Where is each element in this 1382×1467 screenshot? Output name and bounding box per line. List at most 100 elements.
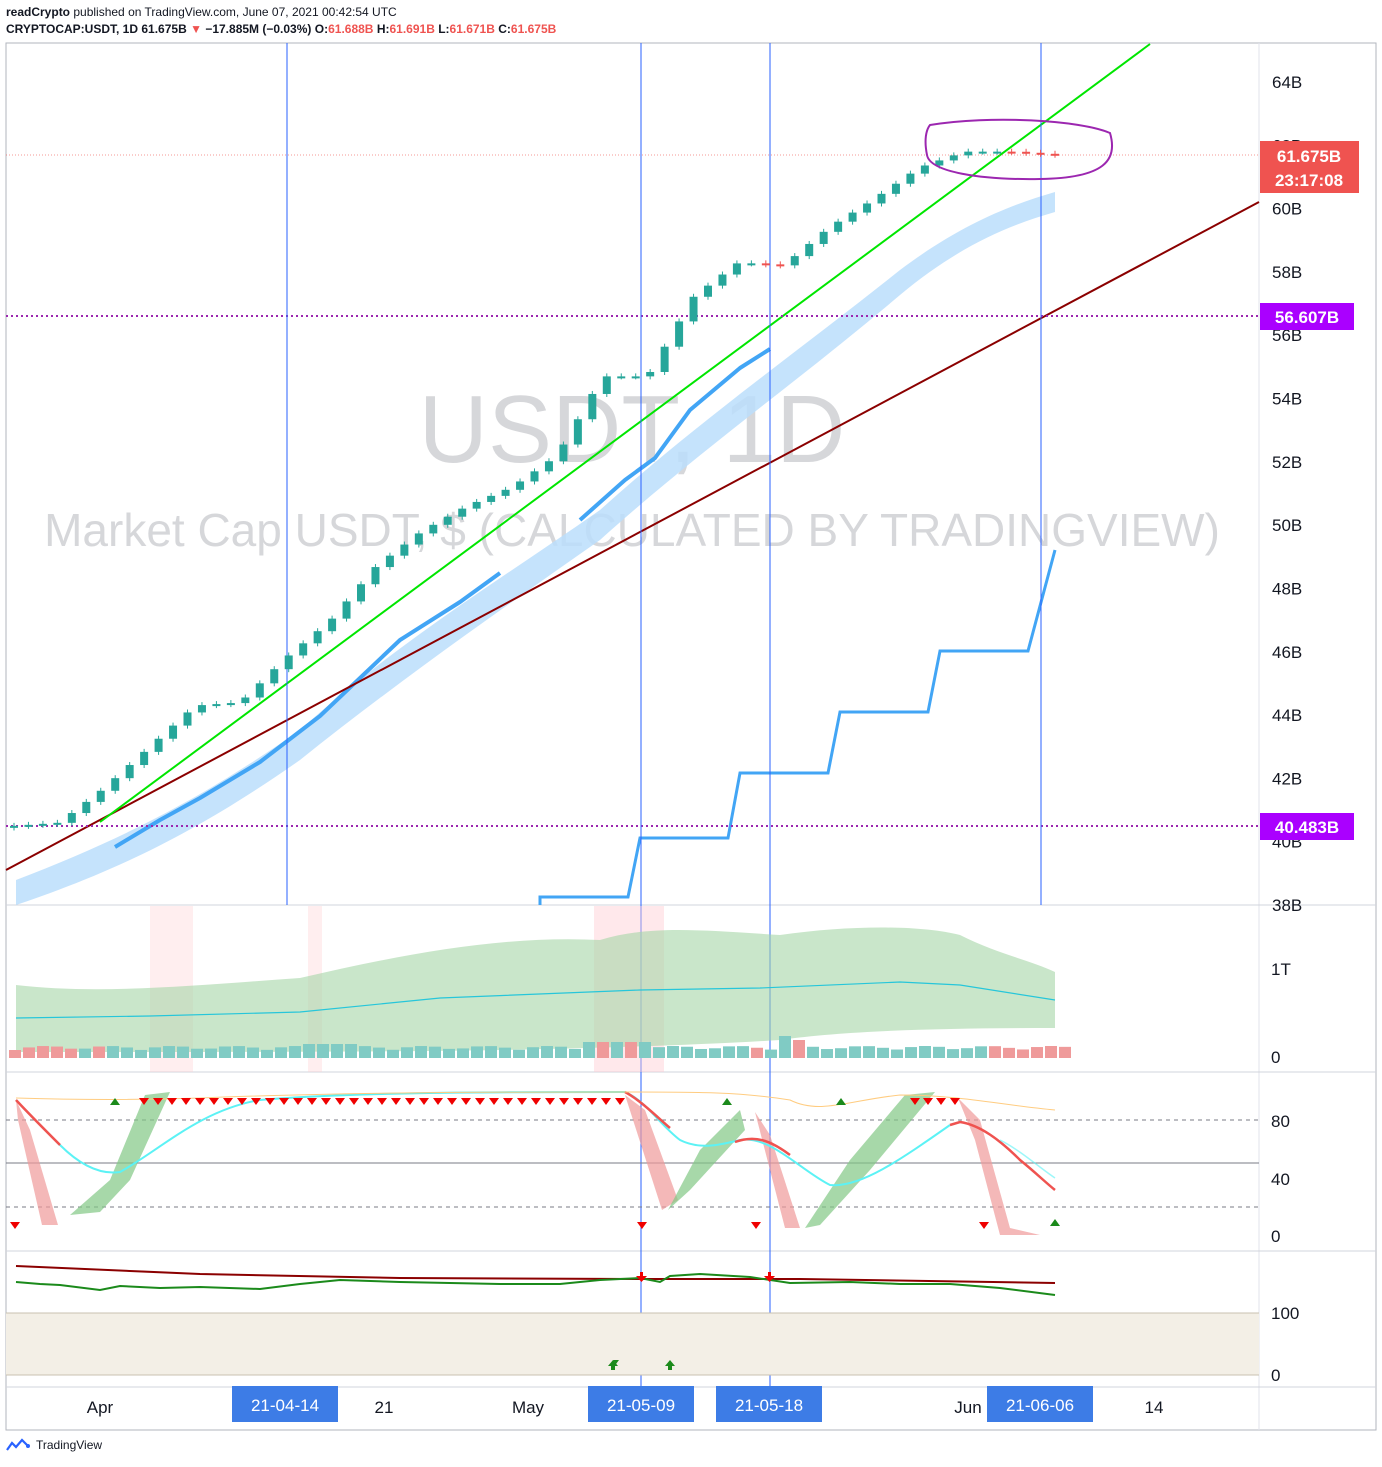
- volume-bar: [177, 1046, 189, 1058]
- watermark-description: Market Cap USDT, $ (CALCULATED BY TRADIN…: [44, 504, 1220, 556]
- ma-band: [16, 192, 1055, 905]
- stoch-axis-80: 80: [1271, 1112, 1290, 1131]
- time-tick-apr: Apr: [87, 1398, 114, 1417]
- vol-axis-0: 0: [1271, 1048, 1280, 1067]
- candle: [82, 798, 91, 817]
- change-value: −17.885M (−0.03%): [205, 22, 312, 36]
- sell-arrow: [475, 1098, 485, 1105]
- high-value: 61.691B: [389, 22, 435, 36]
- volume-bar: [933, 1046, 945, 1058]
- sell-arrow: [209, 1098, 219, 1105]
- sell-arrow: [293, 1098, 303, 1105]
- volume-bar: [289, 1046, 301, 1058]
- volume-bar: [65, 1048, 77, 1058]
- last-price-value: 61.675B: [1277, 147, 1341, 166]
- volume-bar: [625, 1042, 637, 1058]
- candle: [472, 498, 481, 512]
- candle: [776, 261, 785, 269]
- time-tick-14: 14: [1145, 1398, 1164, 1417]
- candle: [183, 709, 192, 729]
- symbol-label: CRYPTOCAP:USDT, 1D: [6, 22, 139, 36]
- candle: [993, 148, 1002, 155]
- volume-bar: [835, 1048, 847, 1058]
- sell-arrow: [559, 1098, 569, 1105]
- volume-bar: [247, 1047, 259, 1058]
- candle: [140, 748, 149, 769]
- publish-text: published on TradingView.com, June 07, 2…: [73, 5, 397, 19]
- sell-arrow: [461, 1098, 471, 1105]
- volume-bar: [303, 1044, 315, 1058]
- sell-arrow: [167, 1098, 177, 1105]
- candle: [516, 478, 525, 493]
- sell-arrow: [936, 1098, 946, 1105]
- candle: [790, 253, 799, 269]
- sell-arrow: [10, 1222, 20, 1229]
- candle: [313, 628, 322, 647]
- ellipse-annotation: [924, 118, 1114, 181]
- candle: [328, 615, 337, 635]
- volume-bar: [359, 1046, 371, 1058]
- volume-bar: [429, 1046, 441, 1058]
- candle: [805, 240, 814, 260]
- sell-arrow: [335, 1098, 345, 1105]
- volume-bar: [583, 1042, 595, 1058]
- candle: [602, 373, 611, 397]
- sell-arrow: [363, 1098, 373, 1105]
- sell-arrow: [405, 1098, 415, 1105]
- candle: [10, 822, 18, 831]
- sell-arrow: [391, 1098, 401, 1105]
- candle: [660, 343, 669, 375]
- volume-bar: [919, 1046, 931, 1058]
- change-arrow: ▼: [190, 22, 202, 36]
- osc-axis-100: 100: [1271, 1304, 1299, 1323]
- candle: [617, 373, 626, 380]
- candle: [38, 820, 47, 828]
- osc-axis-0: 0: [1271, 1366, 1280, 1385]
- last-value: 61.675B: [141, 22, 187, 36]
- volume-bar: [261, 1049, 273, 1058]
- volume-bar: [541, 1046, 553, 1058]
- volume-bar: [9, 1050, 21, 1058]
- stoch-axis-40: 40: [1271, 1170, 1290, 1189]
- volume-bar: [149, 1047, 161, 1058]
- volume-bar: [1031, 1047, 1043, 1058]
- candle: [559, 441, 568, 465]
- level-low-badge: 40.483B: [1260, 813, 1354, 840]
- volume-bar: [457, 1048, 469, 1058]
- volume-bar: [205, 1048, 217, 1058]
- volume-bar: [877, 1047, 889, 1058]
- candle: [197, 702, 206, 716]
- candle: [169, 722, 178, 742]
- volume-bar: [37, 1046, 49, 1058]
- volume-bar: [709, 1048, 721, 1058]
- candle: [1036, 149, 1045, 157]
- trend-line-green: [99, 43, 1151, 823]
- candle: [949, 152, 958, 164]
- date-badge-0606-bg: [987, 1386, 1093, 1422]
- price-axis-label: 46B: [1272, 643, 1302, 662]
- candle: [573, 416, 582, 448]
- candle: [96, 787, 105, 805]
- buy-arrow: [836, 1098, 846, 1105]
- volume-bar: [93, 1046, 105, 1058]
- volume-bar: [23, 1047, 35, 1058]
- candle: [819, 228, 828, 247]
- candle: [747, 260, 756, 267]
- volume-bar: [135, 1049, 147, 1058]
- candles: [10, 148, 1059, 831]
- volume-bar: [1003, 1047, 1015, 1058]
- sell-arrow: [950, 1098, 960, 1105]
- price-axis-label: 54B: [1272, 390, 1302, 409]
- buy-arrow: [110, 1098, 120, 1105]
- volume-bar: [485, 1046, 497, 1058]
- high-label: H:: [376, 22, 390, 36]
- close-label: C:: [498, 22, 511, 36]
- candle: [154, 735, 163, 755]
- candle: [834, 218, 843, 235]
- last-price-badge: 61.675B 23:17:08: [1260, 141, 1359, 193]
- date-badge-0414-bg: [232, 1386, 338, 1422]
- time-tick-21: 21: [375, 1398, 394, 1417]
- volume-bar: [975, 1046, 987, 1058]
- candle: [342, 598, 351, 622]
